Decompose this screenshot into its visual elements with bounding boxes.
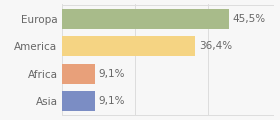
Bar: [62, 36, 195, 56]
Bar: [62, 91, 95, 111]
Text: 36,4%: 36,4%: [199, 41, 232, 51]
Text: 9,1%: 9,1%: [99, 69, 125, 79]
Text: 45,5%: 45,5%: [232, 14, 265, 24]
Bar: [62, 64, 95, 84]
Bar: [62, 9, 228, 29]
Text: 9,1%: 9,1%: [99, 96, 125, 106]
